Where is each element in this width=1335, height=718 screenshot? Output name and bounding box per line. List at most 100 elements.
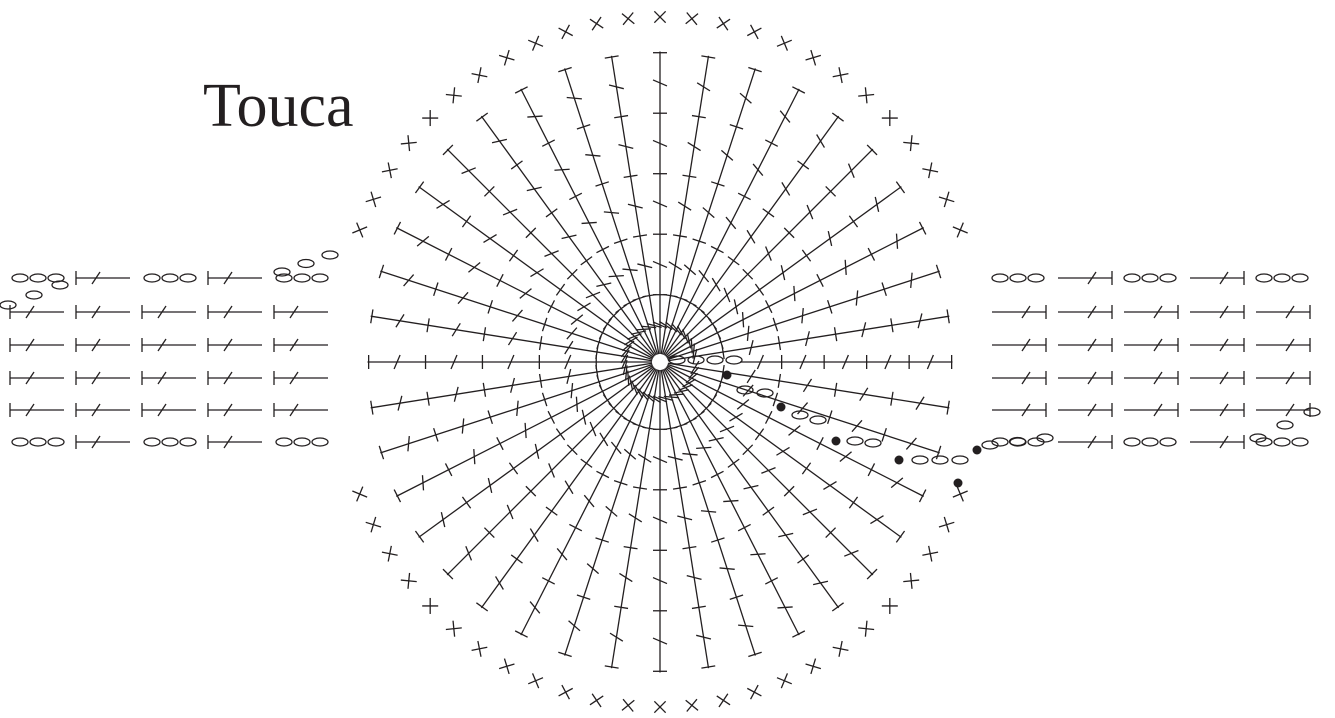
stitch-slash [1087,435,1097,449]
stitch-bar [831,602,844,612]
cross-stitch [952,490,968,498]
stitch-slash [1285,403,1295,417]
stitch-slash [870,515,884,525]
stitch-slash [1219,371,1229,385]
stitch-bar [444,247,453,261]
stitch-bar [633,486,648,490]
stitch-bar [762,506,775,516]
stitch-slash [635,328,651,331]
stitch-bar [604,665,619,669]
stitch-bar [682,545,697,550]
stitch-slash [739,92,752,104]
stitch-slash [802,378,813,393]
slip-stitch [953,478,963,488]
stitch-bar [826,299,833,314]
stitch-slash [623,448,637,460]
stitch-bar [918,221,927,235]
cross-stitch [810,49,817,66]
stitch-bar [881,282,887,297]
stitch-slash [622,268,638,272]
stitch-slash [223,305,233,319]
cross-stitch [686,12,698,26]
stitch-bar [777,336,782,351]
stitch-bar [525,485,537,497]
stitch-bar [483,185,495,197]
chain-stitch [1036,433,1054,443]
stitch-slash [669,393,685,396]
stitch-slash [685,372,699,384]
stitch-slash [25,371,35,385]
chain-stitch [311,437,329,447]
stitch-slash [627,203,643,209]
cross-stitch [381,168,398,173]
cross-stitch [938,521,955,528]
stitch-bar [783,227,795,239]
stitch-slash [223,371,233,385]
cross-stitch [749,24,759,40]
chain-stitch [29,437,47,447]
stitch-slash [529,601,541,614]
stitch-slash [905,437,917,450]
stitch-bar [566,268,578,280]
stitch-slash [793,285,796,302]
chain-stitch [931,455,949,465]
stitch-bar [672,486,687,490]
stitch-slash [223,338,233,352]
chain-stitch [981,440,999,450]
stitch-bar [442,568,454,580]
stitch-bar [514,630,528,638]
stitch-slash [698,269,710,283]
chain-stitch [1141,437,1159,447]
stitch-bar [691,605,706,610]
stitch-bar [496,437,504,451]
stitch-bar [433,427,439,442]
cross-stitch [746,687,762,697]
cross-stitch [387,545,392,562]
title: Touca [203,72,354,140]
stitch-slash [690,338,693,354]
stitch-slash [393,354,401,370]
stitch-slash [25,338,35,352]
cross-stitch [365,196,382,203]
cross-stitch [943,191,950,208]
chain-stitch [179,437,197,447]
stitch-bar [748,651,762,658]
stitch-bar [764,577,779,585]
stitch-slash [652,455,668,464]
chain-stitch [1249,433,1267,443]
stitch-slash [223,403,233,417]
stitch-bar [510,554,523,564]
stitch-slash [506,504,514,520]
stitch-bar [772,317,779,332]
stitch-slash [839,451,852,462]
stitch-bar [701,55,716,59]
stitch-slash [289,371,299,385]
stitch-slash [646,322,662,328]
stitch-bar [483,527,495,539]
stitch-bar [935,264,942,279]
cross-stitch [928,162,933,179]
stitch-bar [426,391,430,406]
stitch-slash [631,380,638,395]
stitch-slash [652,321,668,329]
stitch-bar [825,185,837,197]
chain-stitch [991,437,1009,447]
stitch-slash [465,546,473,561]
spoke [370,362,653,409]
cross-stitch [780,35,789,51]
stitch-slash [91,403,101,417]
chain-stitch [1159,437,1177,447]
stitch-slash [746,229,756,244]
stitch-slash [564,480,574,495]
stitch-bar [545,506,558,516]
stitch-slash [610,441,622,455]
stitch-bar [762,208,775,218]
stitch-bar [672,234,687,238]
cross-stitch [503,658,510,675]
stitch-slash [157,371,167,385]
spoke [610,55,660,355]
stitch-slash [568,620,581,632]
stitch-slash [473,448,476,465]
stitch-slash [416,235,430,247]
cross-stitch [622,698,634,712]
